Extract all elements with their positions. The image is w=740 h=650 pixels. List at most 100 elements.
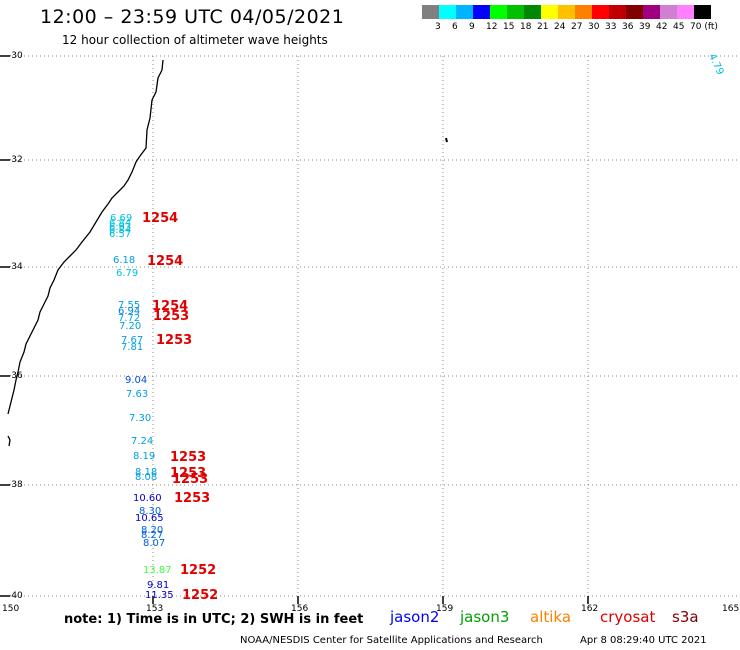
swh-value: 6.18 <box>113 255 136 266</box>
colorbar-label: 12 <box>486 22 498 32</box>
axis-ticks <box>0 55 589 604</box>
legend-s3a: s3a <box>672 608 699 626</box>
colorbar-swatch <box>677 5 694 19</box>
swh-value: 7.55 <box>118 300 141 311</box>
colorbar-label: 42 <box>656 22 668 32</box>
map-subtitle: 12 hour collection of altimeter wave hei… <box>62 33 328 47</box>
swh-value: 6.84 <box>109 218 132 229</box>
colorbar-label: 3 <box>435 22 441 32</box>
pass-label: 1253 <box>153 309 190 324</box>
colorbar-swatch <box>439 5 456 19</box>
lon-label: 150 <box>2 604 20 614</box>
swh-value: 8.19 <box>133 451 156 462</box>
colorbar-label: 6 <box>452 22 458 32</box>
footer-timestamp: Apr 8 08:29:40 UTC 2021 <box>580 635 707 646</box>
swh-value: 10.60 <box>133 493 162 504</box>
footer-credit: NOAA/NESDIS Center for Satellite Applica… <box>240 635 543 646</box>
lon-label: 165 <box>722 604 740 614</box>
legend-jason2: jason2 <box>390 608 440 626</box>
legend-jason3: jason3 <box>460 608 510 626</box>
colorbar-label: 45 <box>673 22 685 32</box>
swh-value: 6.79 <box>116 268 139 279</box>
lat-label: -36 <box>8 371 23 381</box>
pass-label: 1253 <box>174 491 211 506</box>
coastline-south <box>7 435 11 447</box>
swh-value: 6.94 <box>118 306 141 317</box>
swh-value: 7.67 <box>121 335 144 346</box>
swh-value: 8.20 <box>141 525 164 536</box>
colorbar-swatch <box>473 5 490 19</box>
swh-value: 7.81 <box>121 342 144 353</box>
colorbar-label: 24 <box>554 22 566 32</box>
swh-value: 6.84 <box>109 225 132 236</box>
swh-value: 7.24 <box>131 436 154 447</box>
lon-label: 162 <box>581 604 599 614</box>
legend-altika: altika <box>530 608 572 626</box>
colorbar-label: 30 <box>588 22 600 32</box>
lon-label: 156 <box>291 604 309 614</box>
swh-value: 8.18 <box>135 467 158 478</box>
lat-label: -38 <box>8 480 23 490</box>
colorbar-label: 9 <box>469 22 475 32</box>
lon-label: 159 <box>436 604 454 614</box>
swh-value: 8.07 <box>143 538 166 549</box>
colorbar-swatch <box>609 5 626 19</box>
colorbar-swatch <box>694 5 711 19</box>
pass-label: 1253 <box>156 333 193 348</box>
island-dot <box>445 137 448 143</box>
colorbar-swatch <box>558 5 575 19</box>
colorbar-label: 36 <box>622 22 634 32</box>
colorbar-label: 27 <box>571 22 583 32</box>
swh-value: 8.27 <box>141 530 164 541</box>
pass-label: 1254 <box>142 211 179 226</box>
lat-label: -32 <box>8 155 23 165</box>
swh-value: 8.08 <box>135 472 158 483</box>
pass-label: 1254 <box>152 299 189 314</box>
coastline-australia <box>7 59 164 415</box>
colorbar-label: 39 <box>639 22 651 32</box>
colorbar-swatch <box>660 5 677 19</box>
colorbar-swatch <box>490 5 507 19</box>
lat-label: -30 <box>8 51 23 61</box>
colorbar-swatch <box>626 5 643 19</box>
pass-label: 1253 <box>170 450 207 465</box>
colorbar-swatch <box>643 5 660 19</box>
swh-value: 6.57 <box>109 229 132 240</box>
colorbar-swatch <box>541 5 558 19</box>
colorbar-swatch <box>524 5 541 19</box>
swh-value: 11.35 <box>145 590 174 601</box>
colorbar-label: 70 (ft) <box>690 22 718 32</box>
swh-value: 13.87 <box>143 565 172 576</box>
pass-label: 1252 <box>180 563 217 578</box>
lat-label: -40 <box>8 591 23 601</box>
swh-value: 7.30 <box>129 413 152 424</box>
swh-value: 7.20 <box>119 321 142 332</box>
colorbar-swatch <box>507 5 524 19</box>
swh-value: 6.93 <box>109 222 132 233</box>
grid-lines <box>8 55 740 604</box>
colorbar-swatch <box>422 5 439 19</box>
swh-colorbar <box>422 5 711 19</box>
swh-value: 8.30 <box>139 506 162 517</box>
colorbar-labels: 3 6 9 12 15 18 21 24 27 30 33 36 39 42 45 70 (ft) <box>422 22 740 34</box>
map-title: 12:00 – 23:59 UTC 04/05/2021 <box>40 6 345 28</box>
swh-value: 6.69 <box>110 213 133 224</box>
colorbar-label: 33 <box>605 22 617 32</box>
lat-label: -34 <box>8 262 23 272</box>
swh-value: 10.65 <box>135 513 164 524</box>
swh-value: 7.72 <box>118 313 141 324</box>
colorbar-label: 21 <box>537 22 549 32</box>
legend-cryosat: cryosat <box>600 608 656 626</box>
colorbar-swatch <box>575 5 592 19</box>
pass-label: 1253 <box>172 472 209 487</box>
swh-value: 9.81 <box>147 580 170 591</box>
pass-label: 1252 <box>182 588 219 603</box>
colorbar-label: 15 <box>503 22 515 32</box>
footnote: note: 1) Time is in UTC; 2) SWH is in fe… <box>64 612 364 627</box>
colorbar-label: 18 <box>520 22 532 32</box>
lon-label: 153 <box>146 604 164 614</box>
swh-value: 7.63 <box>126 389 149 400</box>
swh-value: 9.04 <box>125 375 148 386</box>
pass-label: 1254 <box>147 254 184 269</box>
colorbar-swatch <box>456 5 473 19</box>
